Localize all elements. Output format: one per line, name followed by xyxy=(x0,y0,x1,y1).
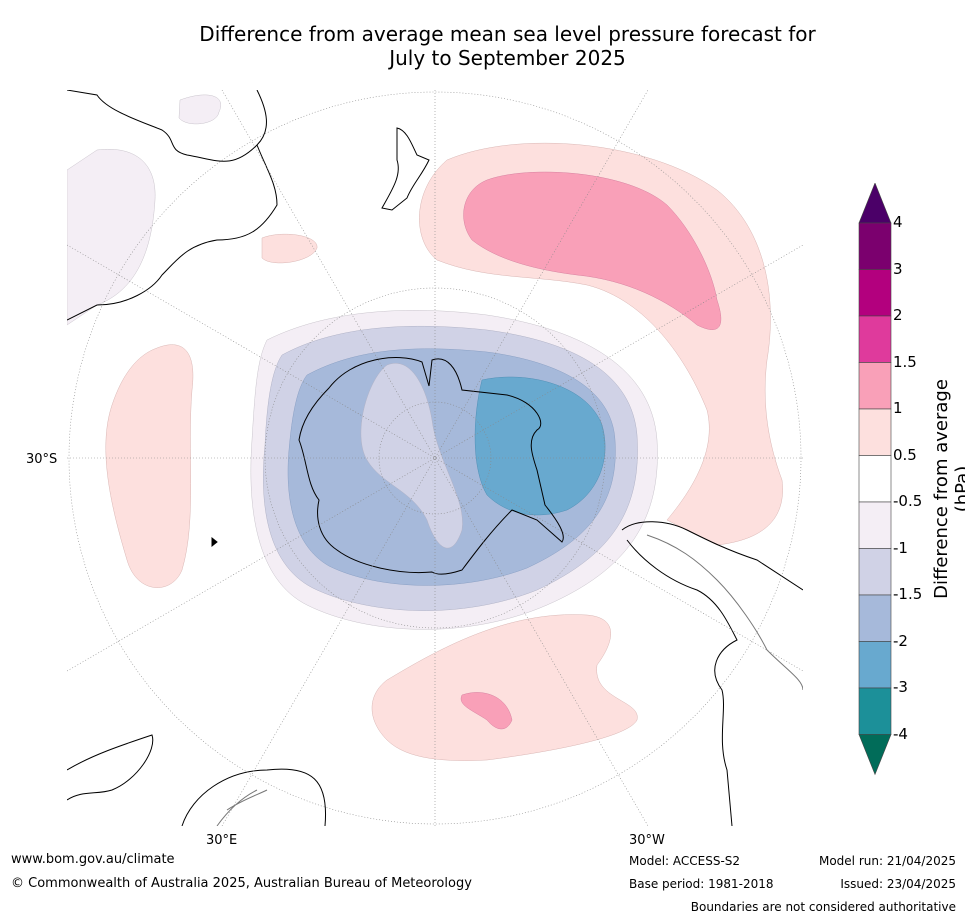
colorbar-tick-label: -1 xyxy=(893,538,908,557)
colorbar-triangle-top xyxy=(858,183,892,224)
coastline-new-zealand xyxy=(381,127,430,211)
lat-label-30s: 30°S xyxy=(26,452,58,467)
footer-base-period: Base period: 1981-2018 xyxy=(629,877,774,891)
colorbar-tick-label: 1 xyxy=(893,399,903,417)
colorbar-segment xyxy=(858,641,892,689)
anomaly-fill-moderate-positive-south xyxy=(460,692,513,730)
footer-url[interactable]: www.bom.gov.au/climate xyxy=(11,852,175,867)
colorbar-tick-label: 0.5 xyxy=(893,445,917,464)
colorbar-tick-label: -4 xyxy=(893,724,908,743)
colorbar-segment xyxy=(858,455,892,503)
antarctica-coastline xyxy=(298,357,564,575)
title-line-2: July to September 2025 xyxy=(389,46,626,70)
anomaly-fill-positive-west xyxy=(105,344,194,588)
lon-label-30w: 30°W xyxy=(629,833,665,848)
coastline-south-america-border xyxy=(646,534,803,691)
footer-copyright: © Commonwealth of Australia 2025, Austra… xyxy=(11,876,472,891)
anomaly-fill-weak-negative-core xyxy=(360,363,463,549)
colorbar-segment xyxy=(858,501,892,549)
anomaly-fill-moderate-positive-north-east xyxy=(463,171,722,330)
colorbar-segment xyxy=(858,269,892,317)
lon-label-30e: 30°E xyxy=(206,833,238,848)
anomaly-fill-weak-positive-top-left xyxy=(67,94,221,326)
footer-disclaimer: Boundaries are not considered authoritat… xyxy=(690,900,956,914)
anomaly-fill-positive-south xyxy=(371,614,638,761)
colorbar-tick-label: 2 xyxy=(893,306,903,324)
colorbar-tick-label: 1.5 xyxy=(893,352,917,371)
colorbar-axis-label: Difference from average (hPa) xyxy=(931,379,965,599)
colorbar xyxy=(858,183,892,776)
polar-map xyxy=(67,90,803,826)
coastline-south-africa xyxy=(67,734,327,826)
coastline-madagascar xyxy=(211,536,218,548)
colorbar-segment xyxy=(858,222,892,270)
colorbar-tick-label: 3 xyxy=(893,259,903,278)
anomaly-fill-negative-2 xyxy=(474,376,606,516)
colorbar-tick-label: -0.5 xyxy=(893,492,923,510)
colorbar-tick-label: -3 xyxy=(893,678,908,696)
footer-model-run: Model run: 21/04/2025 xyxy=(818,854,956,868)
title-line-1: Difference from average mean sea level p… xyxy=(199,22,816,46)
footer-model: Model: ACCESS-S2 xyxy=(629,854,741,868)
anomaly-fill-positive-small-island xyxy=(261,233,318,264)
colorbar-tick-label: -2 xyxy=(893,631,908,650)
colorbar-segment xyxy=(858,687,892,735)
coastline-africa-border xyxy=(216,789,268,826)
map-title: Difference from average mean sea level p… xyxy=(120,22,895,70)
footer-issued: Issued: 23/04/2025 xyxy=(840,877,956,891)
colorbar-segment xyxy=(858,315,892,363)
colorbar-segment xyxy=(858,362,892,410)
graticule xyxy=(67,90,803,826)
colorbar-segment xyxy=(858,408,892,456)
coastline-south-america xyxy=(621,521,803,826)
coastline-north-west xyxy=(67,90,278,321)
colorbar-tick-label: -1.5 xyxy=(893,585,923,603)
colorbar-triangle-bottom xyxy=(858,734,892,776)
colorbar-segment xyxy=(858,548,892,596)
colorbar-segment xyxy=(858,594,892,642)
colorbar-tick-label: 4 xyxy=(893,213,903,231)
